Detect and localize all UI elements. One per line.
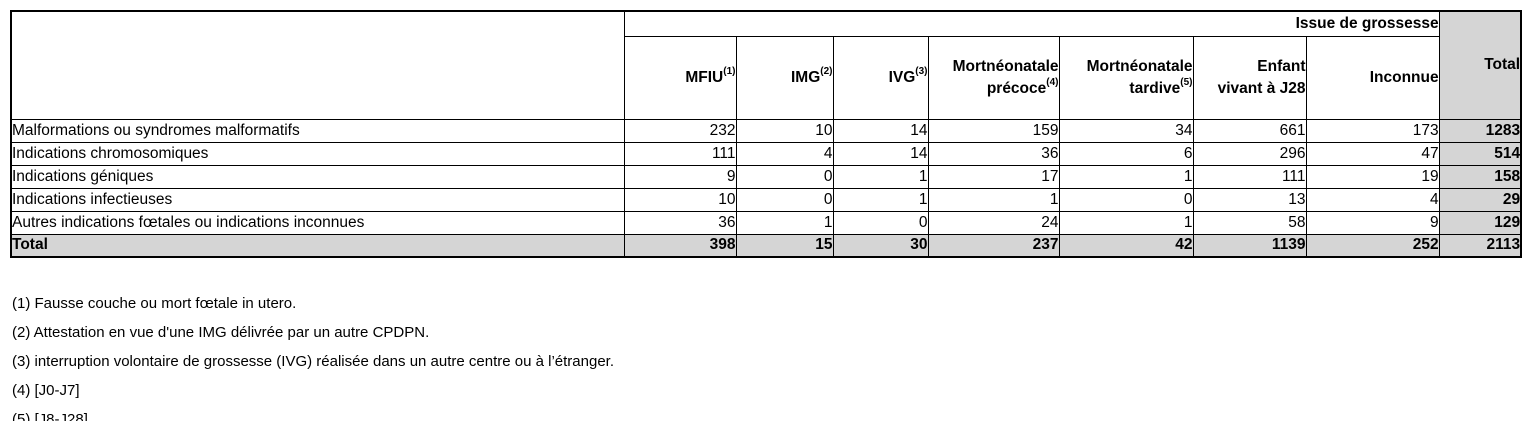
footnote-2: (2) Attestation en vue d'une IMG délivré… [12, 324, 430, 341]
footnotes: (1) Fausse couche ou mort fœtale in uter… [10, 289, 1520, 421]
footnote-ref: (2) [820, 66, 833, 78]
col-header-label: MFIU [685, 68, 724, 86]
table-row-total: Total 398 15 30 237 42 1139 252 2113 [10, 233, 1522, 258]
footnote-4: (4) [J0-J7] [12, 382, 80, 399]
cell-mort-tardive: 34 [1058, 118, 1194, 143]
cell-mfiu: 36 [623, 210, 737, 235]
col-header-mort-neonatale-precoce: Mortnéonatale précoce(4) [927, 35, 1060, 120]
cell-mort-precoce: 36 [927, 141, 1060, 166]
total-row-label: Total [10, 233, 625, 258]
cell-mort-tardive: 1 [1058, 210, 1194, 235]
table-row-geniques: Indications géniques 9 0 1 17 1 111 19 1… [10, 164, 1522, 189]
row-label: Autres indications fœtales ou indication… [10, 210, 625, 235]
cell-enfant-vivant: 13 [1192, 187, 1307, 212]
cell-mfiu: 111 [623, 141, 737, 166]
cell-mfiu: 398 [623, 233, 737, 258]
cell-mfiu: 9 [623, 164, 737, 189]
cell-ivg: 14 [832, 141, 929, 166]
row-label: Indications infectieuses [10, 187, 625, 212]
footnote-3: (3) interruption volontaire de grossesse… [12, 353, 614, 370]
col-header-label: tardive [1129, 79, 1181, 97]
cell-inconnue: 47 [1305, 141, 1440, 166]
cell-mort-precoce: 237 [927, 233, 1060, 258]
row-label: Indications géniques [10, 164, 625, 189]
col-header-label: précoce [986, 79, 1047, 97]
table-row-autres: Autres indications fœtales ou indication… [10, 210, 1522, 235]
cell-mort-tardive: 6 [1058, 141, 1194, 166]
col-header-ivg: IVG(3) [832, 35, 929, 120]
cell-mort-precoce: 24 [927, 210, 1060, 235]
footnote-1: (1) Fausse couche ou mort fœtale in uter… [12, 295, 297, 312]
col-header-enfant-vivant: Enfant vivant à J28 [1192, 35, 1307, 120]
col-header-img: IMG(2) [735, 35, 834, 120]
cell-ivg: 0 [832, 210, 929, 235]
cell-row-total: 514 [1438, 141, 1522, 166]
row-label: Indications chromosomiques [10, 141, 625, 166]
cell-inconnue: 252 [1305, 233, 1440, 258]
cell-img: 0 [735, 164, 834, 189]
corner-cell [10, 10, 625, 120]
footnote-ref: (1) [723, 66, 736, 78]
cell-mort-tardive: 1 [1058, 164, 1194, 189]
cell-row-total: 129 [1438, 210, 1522, 235]
table-row-infectieuses: Indications infectieuses 10 0 1 1 0 13 4… [10, 187, 1522, 212]
table-row-chromosomiques: Indications chromosomiques 111 4 14 36 6… [10, 141, 1522, 166]
cell-row-total: 1283 [1438, 118, 1522, 143]
cell-ivg: 1 [832, 187, 929, 212]
cell-enfant-vivant: 1139 [1192, 233, 1307, 258]
cell-img: 15 [735, 233, 834, 258]
footnote-ref: (4) [1046, 77, 1059, 89]
group-header-row: Issue de grossesse Total [10, 10, 1522, 120]
cell-img: 10 [735, 118, 834, 143]
col-header-label: IMG [790, 68, 821, 86]
cell-enfant-vivant: 58 [1192, 210, 1307, 235]
cell-inconnue: 4 [1305, 187, 1440, 212]
group-header: Issue de grossesse [623, 10, 1440, 37]
cell-enfant-vivant: 111 [1192, 164, 1307, 189]
cell-row-total: 158 [1438, 164, 1522, 189]
col-header-line1: Mortnéonatale [952, 57, 1059, 75]
col-header-total: Total [1438, 10, 1522, 120]
col-header-line1: Enfant [1257, 57, 1306, 75]
cell-row-total: 29 [1438, 187, 1522, 212]
col-header-mfiu: MFIU(1) [623, 35, 737, 120]
cell-mort-tardive: 42 [1058, 233, 1194, 258]
pregnancy-outcome-table: Issue de grossesse Total MFIU(1) IMG(2) … [10, 10, 1523, 258]
cell-inconnue: 173 [1305, 118, 1440, 143]
col-header-line2: tardive(5) [1060, 77, 1193, 100]
col-header-line1: Mortnéonatale [1086, 57, 1193, 75]
cell-mort-precoce: 1 [927, 187, 1060, 212]
col-header-mort-neonatale-tardive: Mortnéonatale tardive(5) [1058, 35, 1194, 120]
column-header-row: MFIU(1) IMG(2) IVG(3) Mortnéonatale préc… [11, 35, 1521, 120]
cell-mfiu: 232 [623, 118, 737, 143]
cell-img: 0 [735, 187, 834, 212]
table-row-malformations: Malformations ou syndromes malformatifs … [10, 118, 1522, 143]
cell-ivg: 1 [832, 164, 929, 189]
cell-enfant-vivant: 296 [1192, 141, 1307, 166]
col-header-label: IVG [888, 68, 916, 86]
col-header-line2: vivant à J28 [1217, 79, 1306, 97]
cell-enfant-vivant: 661 [1192, 118, 1307, 143]
cell-mort-precoce: 159 [927, 118, 1060, 143]
cell-ivg: 14 [832, 118, 929, 143]
col-header-line2: précoce(4) [929, 77, 1059, 100]
cell-mort-tardive: 0 [1058, 187, 1194, 212]
col-header-inconnue: Inconnue [1305, 35, 1440, 120]
footnote-5: (5) [J8-J28] [12, 411, 88, 421]
cell-mfiu: 10 [623, 187, 737, 212]
footnote-ref: (5) [1180, 77, 1193, 89]
cell-img: 1 [735, 210, 834, 235]
cell-ivg: 30 [832, 233, 929, 258]
cell-inconnue: 19 [1305, 164, 1440, 189]
cell-grand-total: 2113 [1438, 233, 1522, 258]
cell-inconnue: 9 [1305, 210, 1440, 235]
footnote-ref: (3) [915, 66, 928, 78]
row-label: Malformations ou syndromes malformatifs [10, 118, 625, 143]
cell-mort-precoce: 17 [927, 164, 1060, 189]
cell-img: 4 [735, 141, 834, 166]
